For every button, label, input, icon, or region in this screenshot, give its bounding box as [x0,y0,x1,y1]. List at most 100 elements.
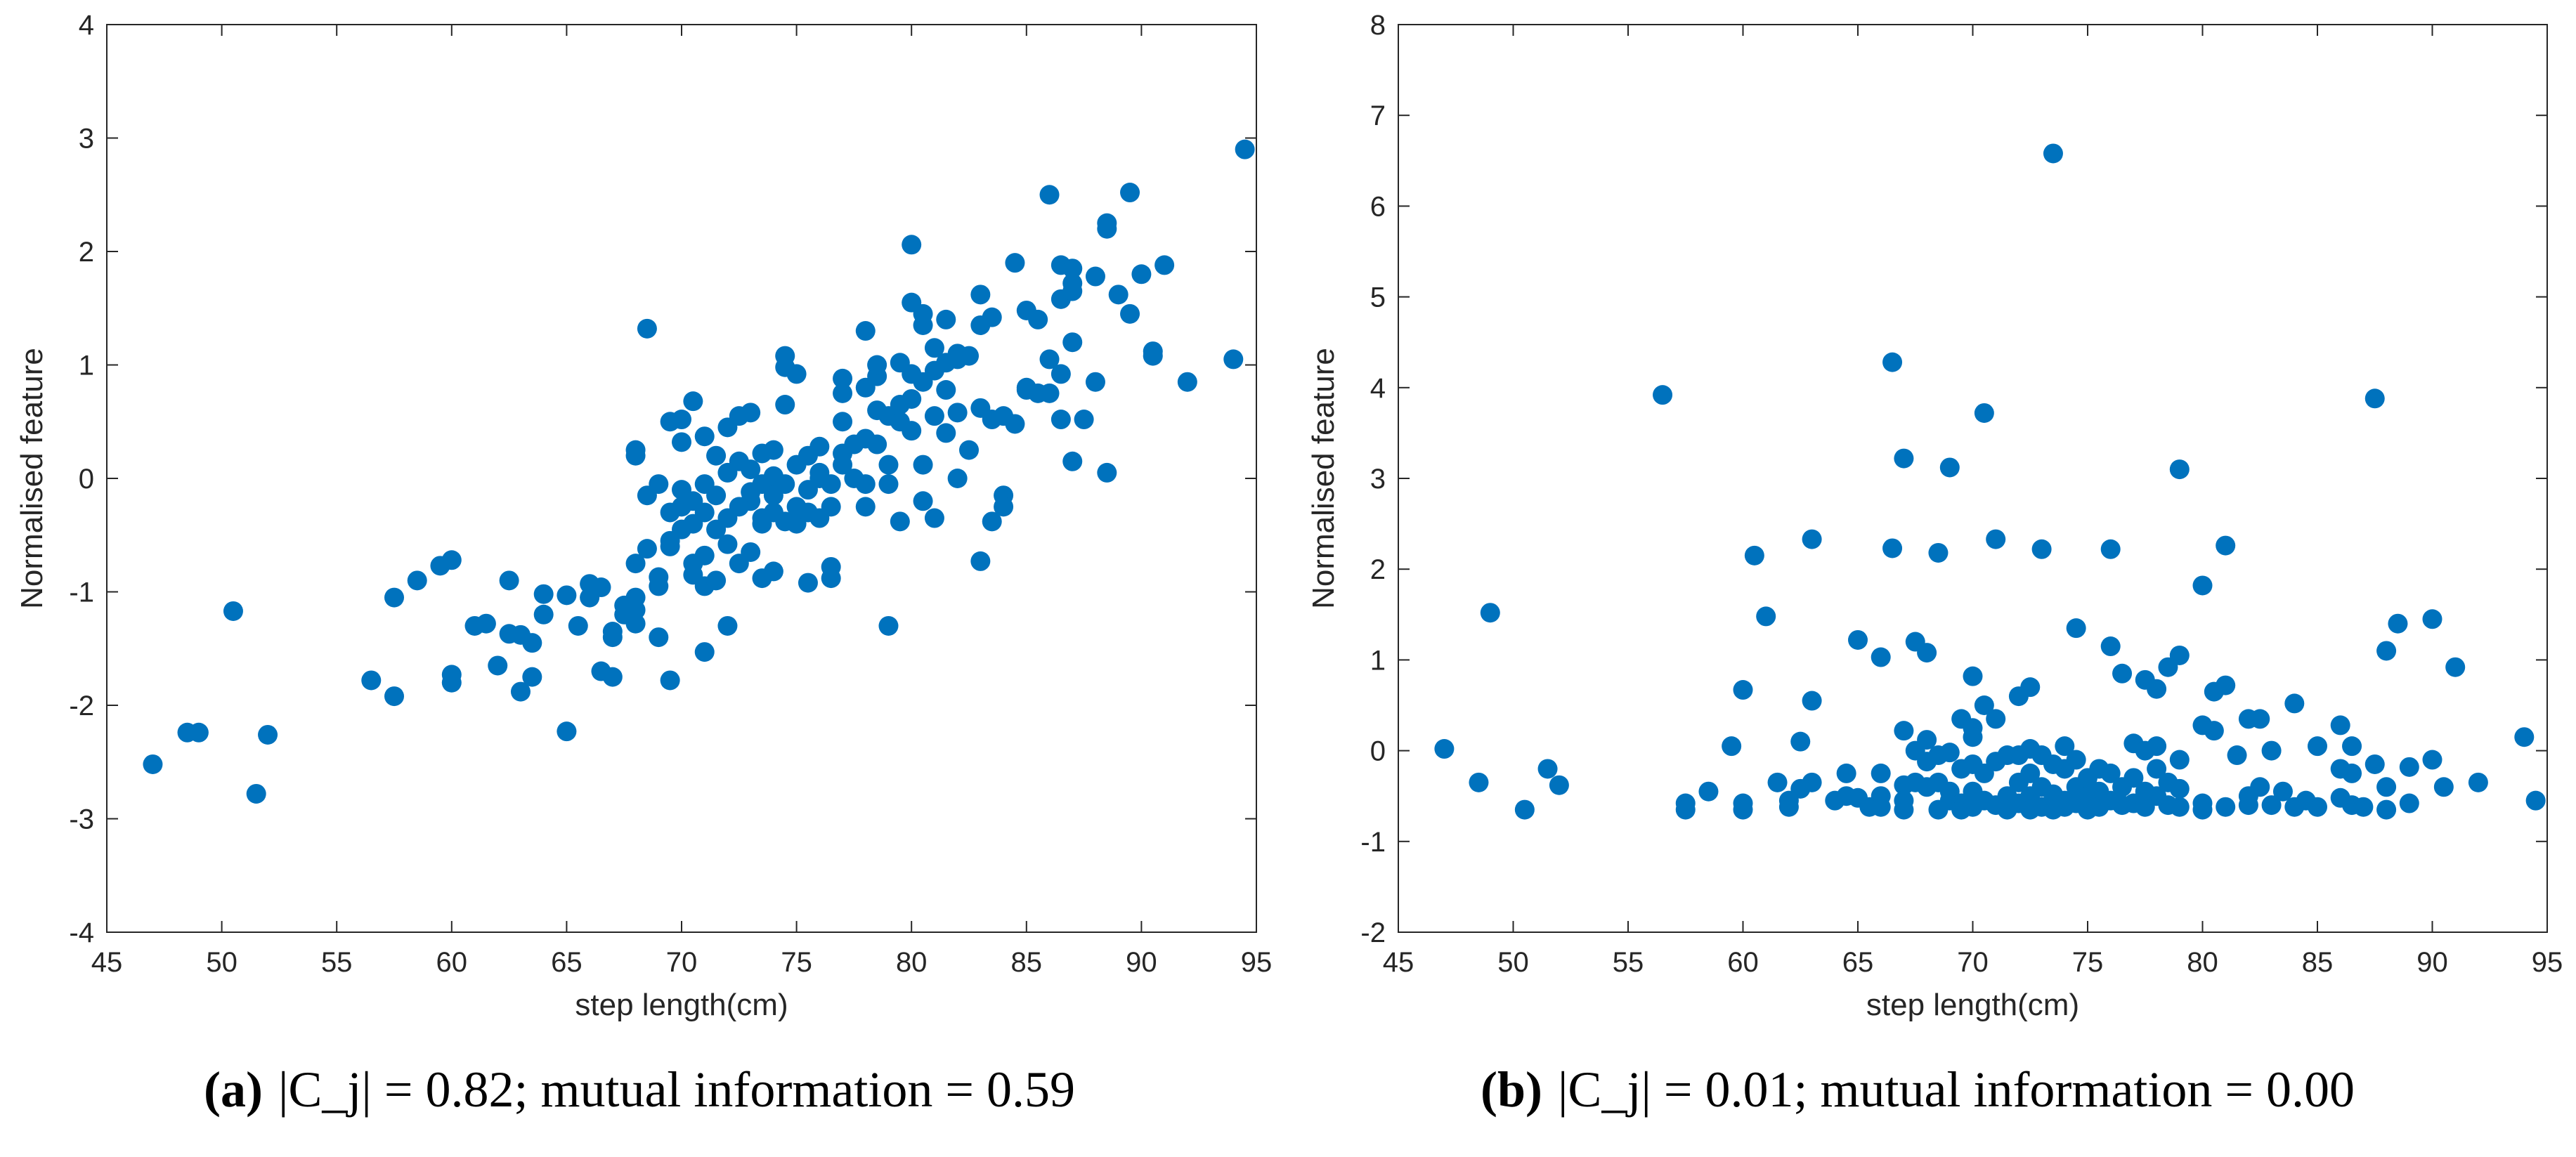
data-point-a [1097,218,1117,239]
data-point-b [2169,459,2190,480]
data-point-b [2192,575,2213,596]
data-point-a [798,573,818,593]
data-point-b [2445,657,2466,677]
data-point-a [1154,255,1175,275]
data-point-b [2353,797,2374,817]
data-point-a [775,474,795,495]
data-point-a [625,613,646,634]
data-point-b [2468,772,2488,792]
data-point-b [2261,740,2282,761]
data-point-a [660,536,680,556]
data-point-a [741,542,761,562]
data-point-a [361,670,382,691]
data-point-b [1733,799,1753,820]
data-point-a [970,285,991,305]
data-point-a [625,445,646,466]
data-point-a [625,587,646,608]
data-point-a [902,421,922,441]
data-point-b [2169,797,2190,817]
data-point-a [867,355,887,375]
data-point-b [2100,539,2121,559]
data-point-a [637,318,657,339]
x-tick-label-b: 60 [1727,947,1759,978]
data-point-b [2169,750,2190,770]
x-tick-label-a: 55 [321,947,353,978]
data-point-b [2100,636,2121,657]
x-tick-label-a: 50 [206,947,238,978]
y-tick-label-a: 2 [79,237,94,268]
data-point-a [890,511,910,532]
data-point-a [649,627,669,648]
data-point-b [2364,754,2385,774]
data-point-b [2399,757,2419,777]
data-point-b [2066,618,2086,639]
data-point-a [1039,185,1060,205]
y-tick-label-b: 4 [1370,373,1386,404]
data-point-a [855,321,876,341]
x-tick-label-b: 65 [1842,947,1874,978]
data-point-a [936,423,956,443]
data-point-b [2514,727,2535,747]
data-point-a [878,455,899,475]
caption-a-tag: (a) [204,1061,263,1118]
y-tick-label-a: 1 [79,351,94,381]
x-tick-label-b: 95 [2532,947,2563,978]
y-axis-label-b: Normalised feature [1306,348,1341,609]
x-tick-label-b: 90 [2416,947,2448,978]
y-tick-label-a: -4 [69,917,94,948]
data-point-b [2192,799,2213,820]
data-point-a [878,474,899,495]
data-point-b [2043,143,2063,164]
data-point-b [1848,629,1868,650]
data-point-b [1514,799,1535,820]
data-point-a [188,722,209,743]
data-point-a [706,485,727,506]
data-point-a [1062,451,1083,471]
data-point-b [1790,731,1811,752]
data-point-a [924,338,944,358]
data-point-a [717,615,738,636]
data-point-b [1871,647,1891,667]
data-point-a [1108,285,1128,305]
data-point-a [1062,281,1083,301]
data-point-b [2147,679,2167,699]
data-point-a [855,497,876,517]
data-point-a [1143,346,1163,366]
data-point-b [1882,538,1903,558]
data-point-a [833,412,853,432]
data-point-a [833,383,853,403]
data-point-a [510,681,531,702]
data-point-a [672,410,691,430]
data-point-a [913,491,933,511]
y-tick-label-b: 3 [1370,464,1386,495]
y-tick-label-a: -3 [69,804,94,835]
data-point-b [2284,693,2305,714]
data-point-a [1050,410,1071,430]
data-point-b [2376,777,2397,797]
data-point-a [441,672,462,693]
data-point-a [1120,303,1140,324]
data-point-a [763,561,783,582]
data-point-a [1120,183,1140,203]
y-tick-label-a: 4 [79,10,94,41]
data-point-a [1028,309,1048,329]
data-point-b [2123,768,2144,788]
x-tick-label-a: 80 [896,947,928,978]
data-point-a [809,436,830,457]
data-point-b [1871,763,1891,783]
caption-a: (a) |C_j| = 0.82; mutual information = 0.… [204,1061,1075,1119]
y-tick-label-a: 3 [79,124,94,155]
y-tick-label-b: 2 [1370,554,1386,585]
data-point-b [2399,793,2419,813]
x-tick-label-a: 60 [436,947,468,978]
data-point-b [1939,457,1960,478]
data-point-b [2238,795,2258,816]
plot-area-a [106,24,1257,933]
x-tick-label-b: 50 [1497,947,1529,978]
data-point-b [1698,781,1719,802]
data-point-b [2020,763,2041,783]
data-point-b [2525,790,2546,811]
data-point-a [959,346,979,366]
data-point-b [2308,736,2327,757]
x-axis-label-a: step length(cm) [575,988,788,1022]
